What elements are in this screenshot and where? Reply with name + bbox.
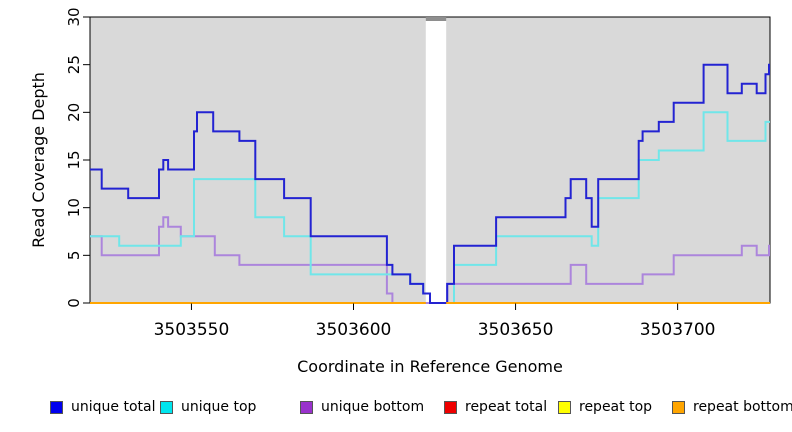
legend-label-unique-bottom: unique bottom	[321, 399, 425, 415]
series-line-unique-bottom	[90, 216, 770, 304]
y-tick-label: 10	[65, 198, 83, 217]
legend-swatch-icon-repeat-top	[558, 400, 571, 414]
legend-swatch-icon-repeat-bottom	[672, 400, 685, 414]
legend-label-repeat-bottom: repeat bottom	[693, 399, 792, 415]
legend-item-repeat-bottom: repeat bottom	[672, 397, 792, 417]
series-line-unique-total	[90, 63, 770, 304]
coverage-chart-svg: 3503550 3503600 3503650 3503700 0 5 10 15 20 25 30…	[29, 7, 771, 376]
y-axis-title: Read Coverage Depth	[29, 72, 48, 248]
y-tick-label: 0	[65, 298, 83, 308]
legend-label-unique-total: unique total	[71, 399, 156, 415]
legend-label-repeat-top: repeat top	[579, 399, 653, 415]
chart-legend: unique total unique top unique bottom repea…	[0, 397, 792, 421]
legend-label-repeat-total: repeat total	[465, 399, 548, 415]
y-tick-label: 25	[65, 55, 83, 74]
legend-item-unique-total: unique total	[50, 397, 155, 417]
x-axis-title: Coordinate in Reference Genome	[297, 357, 563, 376]
legend-item-unique-top: unique top	[160, 397, 256, 417]
masked-region-cap	[425, 17, 447, 21]
legend-swatch-icon-unique-top	[160, 400, 173, 414]
legend-item-repeat-total: repeat total	[444, 397, 547, 417]
x-tick-label: 3503550	[154, 320, 230, 340]
legend-item-unique-bottom: unique bottom	[300, 397, 424, 417]
y-tick-label: 30	[65, 7, 83, 26]
legend-swatch-icon-unique-total	[50, 400, 63, 414]
legend-swatch-icon-unique-bottom	[300, 400, 313, 414]
legend-label-unique-top: unique top	[181, 399, 257, 415]
legend-swatch-icon-repeat-total	[444, 400, 457, 414]
x-tick-label: 3503700	[640, 320, 716, 340]
legend-item-repeat-top: repeat top	[558, 397, 652, 417]
x-tick-label: 3503600	[316, 320, 392, 340]
masked-region-band	[425, 18, 447, 302]
y-tick-label: 5	[65, 251, 83, 261]
y-tick-label: 15	[65, 150, 83, 169]
x-tick-label: 3503650	[478, 320, 554, 340]
y-tick-label: 20	[65, 103, 83, 122]
